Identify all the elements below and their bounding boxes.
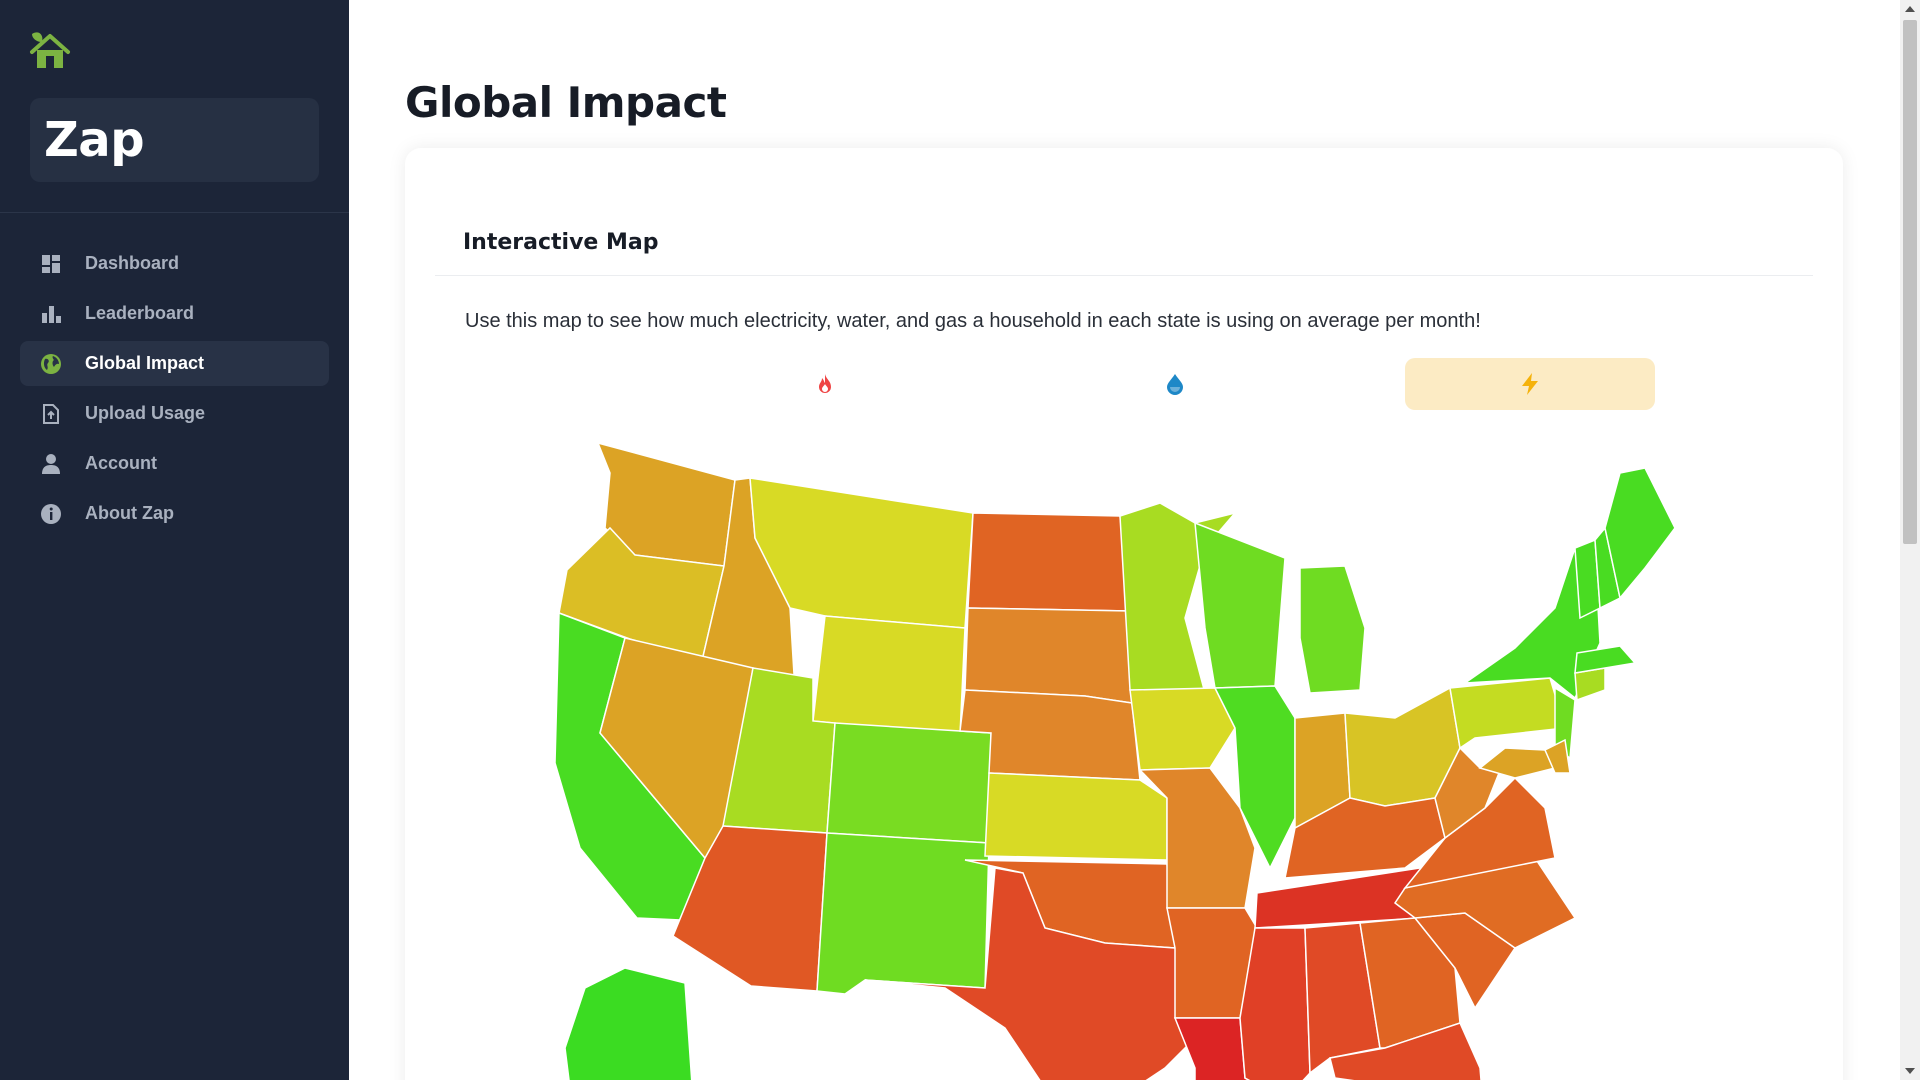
main-content: Global Impact Interactive Map Use this m… [349, 0, 1900, 1080]
state-mississippi[interactable] [1239, 927, 1311, 1080]
state-alaska[interactable] [564, 967, 695, 1080]
state-wisconsin[interactable] [1194, 521, 1286, 689]
globe-icon [41, 354, 61, 374]
electricity-toggle-button[interactable] [1405, 358, 1655, 410]
card-title: Interactive Map [463, 230, 659, 255]
lightning-icon [1522, 373, 1538, 395]
card-divider [435, 275, 1813, 276]
scroll-up-arrow-icon[interactable] [1905, 6, 1915, 12]
state-new-jersey[interactable] [1554, 686, 1576, 760]
interactive-map-card: Interactive Map Use this map to see how … [405, 148, 1843, 1080]
state-missouri[interactable] [1138, 767, 1256, 909]
state-colorado[interactable] [826, 722, 992, 844]
vertical-scrollbar[interactable] [1900, 0, 1920, 1080]
state-north-dakota[interactable] [967, 512, 1131, 612]
state-south-dakota[interactable] [964, 607, 1133, 704]
brand-name: Zap [44, 112, 145, 168]
person-icon [42, 454, 60, 474]
sidebar-item-label: Upload Usage [85, 403, 206, 423]
brand-box[interactable]: Zap [30, 98, 319, 182]
water-toggle-button[interactable] [1050, 358, 1300, 410]
fire-icon [819, 374, 831, 393]
house-leaf-icon[interactable] [28, 28, 72, 72]
bar-chart-icon [42, 306, 61, 323]
sidebar-item-label: Leaderboard [85, 303, 195, 323]
water-drop-icon [1167, 374, 1183, 395]
state-illinois[interactable] [1213, 685, 1296, 870]
scroll-down-arrow-icon[interactable] [1905, 1068, 1915, 1074]
sidebar-divider [0, 212, 349, 213]
state-new-mexico[interactable] [816, 832, 990, 995]
sidebar-item-about-zap[interactable]: About Zap [20, 491, 329, 536]
file-upload-icon [43, 404, 59, 424]
info-icon [41, 504, 61, 524]
state-michigan[interactable] [1299, 565, 1366, 694]
sidebar-item-label: Account [85, 453, 157, 473]
state-delaware[interactable] [1544, 738, 1571, 774]
state-maine[interactable] [1604, 467, 1676, 600]
state-pennsylvania[interactable] [1449, 677, 1566, 750]
sidebar-item-label: Dashboard [85, 253, 180, 273]
sidebar-item-upload-usage[interactable]: Upload Usage [20, 391, 329, 436]
dashboard-icon [42, 255, 60, 273]
sidebar-item-label: Global Impact [85, 353, 205, 373]
state-massachusetts[interactable] [1574, 645, 1637, 674]
state-wyoming[interactable] [812, 615, 966, 736]
sidebar-nav: Dashboard Leaderboard Global Impact [20, 241, 329, 541]
us-states-map[interactable] [405, 428, 1843, 1080]
sidebar-item-label: About Zap [85, 503, 174, 523]
card-description: Use this map to see how much electricity… [465, 310, 1481, 332]
scroll-thumb[interactable] [1903, 20, 1917, 544]
state-florida[interactable] [1329, 1022, 1485, 1080]
page-title: Global Impact [405, 78, 727, 127]
sidebar-item-global-impact[interactable]: Global Impact [20, 341, 329, 386]
sidebar-item-dashboard[interactable]: Dashboard [20, 241, 329, 286]
sidebar: Zap Dashboard Leaderboard [0, 0, 349, 1080]
state-iowa[interactable] [1129, 687, 1236, 771]
state-texas[interactable] [864, 867, 1206, 1080]
sidebar-item-leaderboard[interactable]: Leaderboard [20, 291, 329, 336]
gas-toggle-button[interactable] [700, 358, 950, 410]
state-kansas[interactable] [984, 772, 1168, 861]
sidebar-item-account[interactable]: Account [20, 441, 329, 486]
